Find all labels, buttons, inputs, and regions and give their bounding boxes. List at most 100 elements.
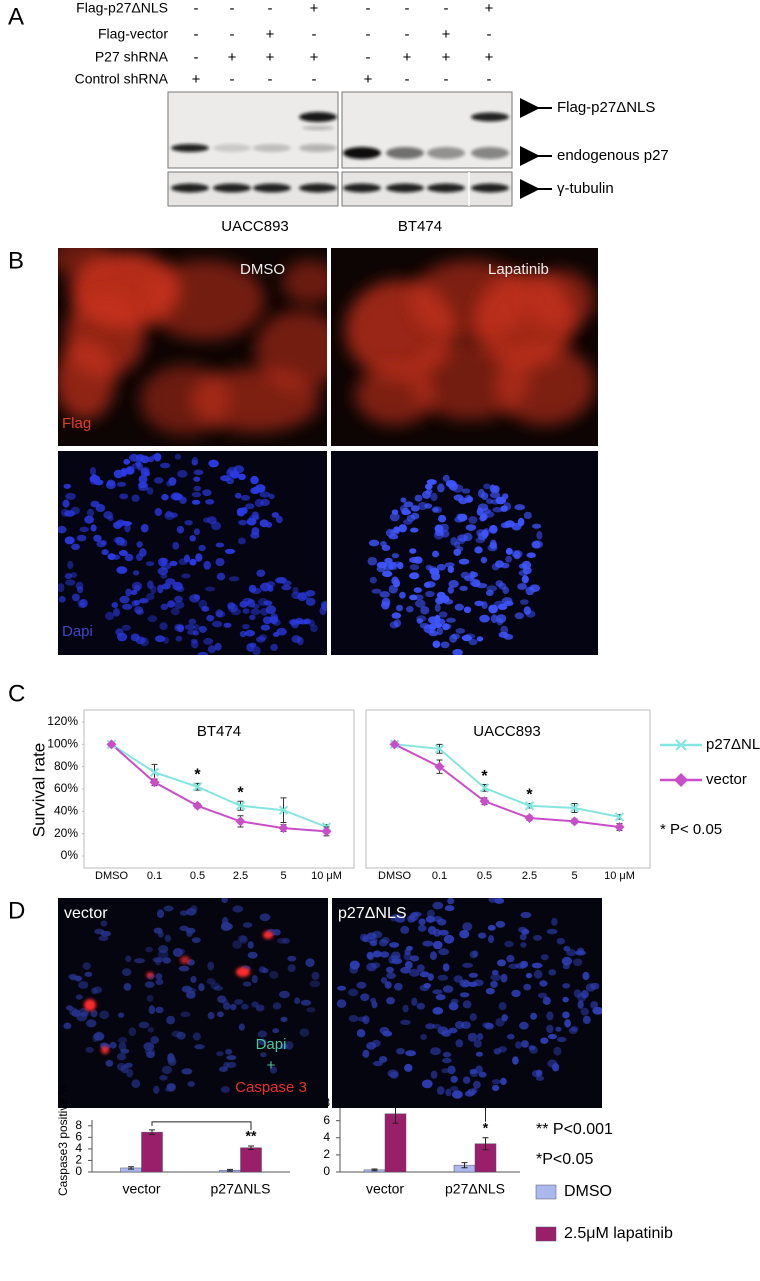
- nucleus: [475, 1065, 483, 1074]
- nucleus: [223, 622, 232, 628]
- nucleus: [259, 913, 271, 922]
- nucleus: [250, 532, 260, 539]
- nucleus: [582, 971, 590, 981]
- nucleus: [254, 498, 264, 508]
- nucleus: [437, 594, 446, 602]
- nucleus: [167, 600, 176, 608]
- nucleus: [519, 1021, 529, 1030]
- nucleus: [475, 1051, 483, 1057]
- y-tick-label: 8: [75, 1118, 82, 1132]
- y-tick-label: 120%: [47, 714, 78, 728]
- nucleus: [400, 925, 410, 934]
- nucleus: [193, 528, 200, 536]
- nucleus: [125, 588, 132, 597]
- nucleus: [532, 1070, 540, 1078]
- nucleus: [436, 627, 443, 636]
- nucleus: [427, 973, 434, 981]
- nucleus: [441, 1030, 451, 1037]
- nucleus: [461, 634, 472, 642]
- blot-band: [302, 126, 334, 130]
- nucleus: [207, 645, 216, 654]
- blot-band: [213, 144, 251, 152]
- marker: [614, 821, 625, 832]
- nucleus: [505, 555, 512, 563]
- nucleus: [432, 640, 441, 648]
- nucleus: [98, 935, 109, 942]
- nucleus: [562, 983, 571, 989]
- nucleus: [240, 507, 248, 515]
- y-axis-label: Caspase3 positive %: [56, 1084, 70, 1196]
- nucleus: [305, 597, 316, 606]
- nucleus: [489, 524, 498, 534]
- nucleus: [58, 596, 66, 603]
- significance: *: [481, 768, 488, 785]
- nucleus: [454, 603, 464, 611]
- nucleus: [287, 964, 296, 973]
- x-tick-label: 0.1: [432, 870, 447, 882]
- nucleus: [360, 993, 370, 1002]
- nucleus: [255, 1004, 265, 1012]
- nucleus: [477, 532, 488, 541]
- stain-blob: [146, 972, 154, 978]
- nucleus: [419, 984, 430, 992]
- nucleus: [400, 497, 407, 503]
- nucleus: [152, 957, 164, 963]
- nucleus: [239, 630, 247, 638]
- nucleus: [548, 1033, 557, 1040]
- nucleus: [416, 1002, 425, 1010]
- nucleus: [65, 579, 76, 586]
- nucleus: [535, 1075, 545, 1081]
- nucleus: [135, 460, 142, 467]
- nucleus: [265, 605, 276, 615]
- nucleus: [197, 651, 209, 655]
- nucleus: [174, 453, 182, 460]
- stain-blob: [236, 967, 250, 977]
- nucleus: [232, 940, 242, 949]
- nucleus: [159, 1075, 168, 1081]
- nucleus: [291, 591, 301, 600]
- nucleus: [468, 516, 478, 524]
- nucleus: [438, 514, 447, 523]
- nucleus: [99, 1010, 110, 1020]
- nucleus: [474, 546, 483, 554]
- y-tick-label: 20%: [54, 826, 78, 840]
- y-tick-label: 60%: [54, 781, 78, 795]
- micrograph: [331, 248, 598, 446]
- nucleus: [320, 600, 327, 608]
- nucleus: [222, 922, 233, 931]
- nucleus: [169, 560, 178, 567]
- nucleus: [223, 1002, 231, 1010]
- nucleus: [174, 595, 183, 603]
- nucleus: [138, 1021, 150, 1029]
- sign: -: [230, 0, 235, 17]
- nucleus: [269, 1066, 278, 1074]
- nucleus: [430, 951, 437, 961]
- nucleus: [69, 1007, 78, 1016]
- sign: +: [310, 0, 319, 17]
- nucleus: [515, 1041, 522, 1049]
- marker: [149, 767, 160, 777]
- nucleus: [186, 908, 197, 916]
- nucleus: [212, 620, 223, 628]
- nucleus: [391, 958, 403, 965]
- chart-title: BT474: [197, 723, 241, 740]
- nucleus: [369, 576, 377, 584]
- nucleus: [426, 479, 437, 485]
- nucleus: [421, 1079, 433, 1089]
- nucleus: [469, 1013, 477, 1021]
- nucleus: [150, 1036, 159, 1044]
- nucleus: [498, 1002, 507, 1011]
- nucleus: [115, 628, 124, 636]
- nucleus: [85, 1046, 94, 1053]
- stain-label: Flag: [62, 415, 91, 432]
- nucleus: [134, 606, 144, 614]
- nucleus: [116, 1053, 127, 1061]
- nucleus: [58, 525, 67, 534]
- nucleus: [75, 994, 83, 1000]
- nucleus: [521, 928, 530, 935]
- nucleus: [249, 614, 256, 621]
- nucleus: [459, 979, 471, 988]
- nucleus: [84, 515, 94, 524]
- x-tick-label: p27ΔNLS: [445, 1181, 505, 1197]
- nucleus: [378, 1056, 388, 1063]
